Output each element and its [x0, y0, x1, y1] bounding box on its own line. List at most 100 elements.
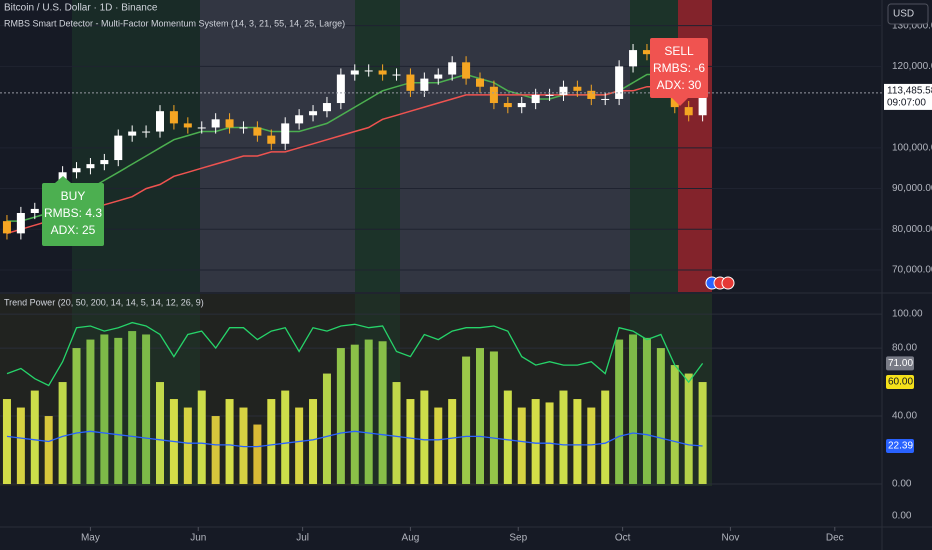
indicator-bar	[642, 337, 651, 485]
indicator-bar	[670, 365, 679, 485]
indicator-bar	[211, 416, 220, 485]
indicator-bar	[489, 351, 498, 485]
flag	[721, 276, 735, 290]
indicator-bar	[476, 348, 484, 485]
candle-body	[267, 135, 276, 144]
candle-body	[406, 74, 415, 91]
indicator-bar	[531, 399, 540, 485]
y-tick-label: 130,000.00	[892, 20, 932, 31]
indicator-bar	[573, 399, 582, 485]
last-price-box	[884, 83, 932, 110]
candle-body	[86, 164, 95, 169]
indicator-bar	[100, 334, 109, 485]
y-tick-label: 70,000.00	[892, 265, 932, 276]
candle-body	[100, 160, 109, 165]
candle-body	[336, 74, 345, 104]
currency-label[interactable]: USD	[893, 9, 914, 20]
neutral-zone	[400, 0, 630, 292]
indicator-bar	[295, 407, 304, 485]
x-tick-label: Sep	[509, 533, 527, 544]
y-tick-label: 100,000.00	[892, 142, 932, 153]
y-tick-label: 40.00	[892, 411, 917, 422]
x-tick-label: Dec	[826, 533, 844, 544]
candle-body	[503, 103, 512, 108]
candle-body	[448, 62, 457, 75]
indicator-bar	[225, 399, 234, 485]
indicator-bar	[44, 416, 53, 485]
indicator-bar	[503, 390, 512, 485]
candle-body	[142, 131, 151, 133]
signal-text: BUY	[61, 189, 86, 203]
indicator-bar	[629, 334, 638, 485]
indicator-bar	[336, 348, 345, 485]
plot: 70,000.00 80,000.00 90,000.00 100,000.00 120…	[0, 20, 932, 544]
candle-body	[587, 90, 596, 99]
x-tick-label: Nov	[722, 533, 740, 544]
indicator-bar	[142, 334, 151, 485]
x-tick-label: Oct	[615, 533, 631, 544]
indicator-bar	[656, 348, 665, 485]
bull-zone	[72, 0, 200, 292]
candle-body	[615, 66, 624, 99]
candle-body	[684, 107, 693, 116]
indicator-bar	[615, 339, 624, 485]
x-tick-label: Aug	[402, 533, 420, 544]
y-tick-label: 80.00	[892, 343, 917, 354]
moving-average	[6, 85, 703, 235]
lower-pane-tick: 0.00	[892, 511, 912, 522]
y-tick-label: 100.00	[892, 309, 923, 320]
candle-body	[309, 111, 318, 116]
candle-body	[2, 221, 11, 234]
indicator-bar	[2, 399, 11, 485]
bull-zone	[355, 0, 400, 292]
indicator-bar	[58, 382, 67, 485]
indicator-bar	[378, 341, 387, 485]
y-tick-label: 90,000.00	[892, 183, 932, 194]
candle-body	[281, 123, 290, 144]
indicator-bar	[350, 344, 359, 485]
candle-body	[183, 123, 192, 128]
currency-button[interactable]	[887, 3, 929, 25]
signal-box	[650, 38, 708, 98]
candle-body	[545, 94, 554, 96]
indicator-bar	[30, 390, 39, 485]
candle-body	[322, 103, 331, 112]
indicator-bar	[322, 373, 331, 485]
candle-body	[16, 212, 25, 234]
signal-text: ADX: 30	[657, 78, 702, 92]
candle-body	[128, 131, 137, 136]
candle-body	[601, 98, 610, 100]
candle-body	[114, 135, 123, 161]
indicator-bar	[309, 399, 318, 485]
signal-text: ADX: 25	[51, 223, 96, 237]
x-tick-label: May	[81, 533, 100, 544]
last-value-box	[886, 438, 914, 453]
x-tick-label: Jul	[296, 533, 309, 544]
candle-body	[629, 50, 638, 67]
candle-body	[489, 86, 498, 104]
last-price-label: 113,485.58	[887, 86, 932, 97]
candle-body	[156, 111, 164, 132]
candle-body	[364, 70, 373, 72]
candle-body	[169, 111, 178, 124]
signal-pointer	[55, 176, 71, 183]
candle-body	[420, 78, 429, 91]
indicator-bar	[462, 356, 471, 485]
indicator-bar	[281, 390, 290, 485]
candle-body	[72, 168, 81, 173]
indicator-bar	[197, 390, 206, 485]
candle-body	[476, 78, 484, 87]
candle-body	[225, 119, 234, 128]
indicator-bar	[72, 348, 81, 485]
candle-body	[698, 92, 707, 116]
candle-body	[253, 127, 262, 136]
indicator-title: Trend Power (20, 50, 200, 14, 14, 5, 14,…	[4, 297, 204, 307]
candle-body	[30, 208, 39, 213]
candle-body	[517, 103, 526, 108]
indicator-bar	[698, 382, 707, 485]
candle-body	[211, 119, 220, 128]
y-tick-label: 120,000.00	[892, 61, 932, 72]
event-flags	[705, 276, 735, 290]
indicator-bar	[392, 382, 401, 485]
